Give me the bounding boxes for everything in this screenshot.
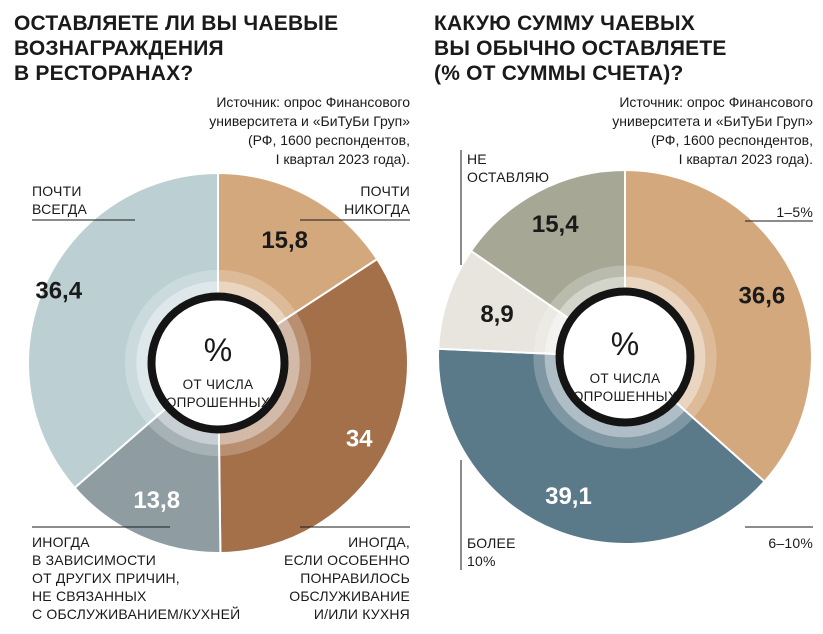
chart2-label-none: НЕ ОСТАВЛЯЮ	[467, 151, 550, 185]
slice-value-label-1: 39,1	[545, 483, 592, 510]
center-disc	[555, 287, 695, 427]
center-percent-symbol: %	[204, 332, 232, 368]
center-ring	[555, 287, 695, 427]
center-ring	[147, 292, 289, 434]
chart2-title: КАКУЮ СУММУ ЧАЕВЫХ ВЫ ОБЫЧНО ОСТАВЛЯЕТЕ …	[434, 12, 727, 85]
slice-value-label-2: 13,8	[133, 487, 180, 514]
center-caption-line-0: ОТ ЧИСЛА	[590, 371, 661, 386]
slice-3	[27, 171, 219, 490]
chart2-source: Источник: опрос Финансового университета…	[612, 94, 813, 167]
slice-value-label-2: 8,9	[480, 301, 513, 328]
center-caption-line-1: ОПРОШЕННЫХ	[573, 389, 677, 404]
slice-0	[624, 168, 813, 483]
center-caption-line-0: ОТ ЧИСЛА	[183, 377, 254, 392]
slice-1	[437, 347, 766, 545]
chart1-label-almost-always: ПОЧТИ ВСЕГДА	[32, 183, 87, 217]
center-caption-line-1: ОПРОШЕННЫХ	[166, 395, 270, 410]
chart1-label-sometimes-service: ИНОГДА, ЕСЛИ ОСОБЕННО ПОНРАВИЛОСЬ ОБСЛУЖ…	[284, 534, 410, 622]
center-disc	[147, 292, 289, 434]
slice-value-label-0: 36,6	[739, 283, 786, 310]
chart2-label-6-10: 6–10%	[768, 535, 813, 551]
chart1-label-almost-never: ПОЧТИ НИКОГДА	[344, 183, 410, 217]
slice-value-label-1: 34	[346, 425, 373, 452]
chart1-label-sometimes-other: ИНОГДА В ЗАВИСИМОСТИ ОТ ДРУГИХ ПРИЧИН, Н…	[32, 534, 241, 622]
slice-value-label-3: 15,4	[532, 211, 579, 238]
chart2-label-more-10: БОЛЕЕ 10%	[467, 535, 516, 569]
slice-value-label-0: 15,8	[261, 227, 308, 254]
center-percent-symbol: %	[611, 326, 639, 362]
chart2-label-1-5: 1–5%	[776, 204, 813, 220]
chart1-source: Источник: опрос Финансового университета…	[209, 94, 410, 167]
slice-value-label-3: 36,4	[35, 277, 82, 304]
chart1-title: ОСТАВЛЯЕТЕ ЛИ ВЫ ЧАЕВЫЕ ВОЗНАГРАЖДЕНИЯ В…	[14, 12, 339, 85]
